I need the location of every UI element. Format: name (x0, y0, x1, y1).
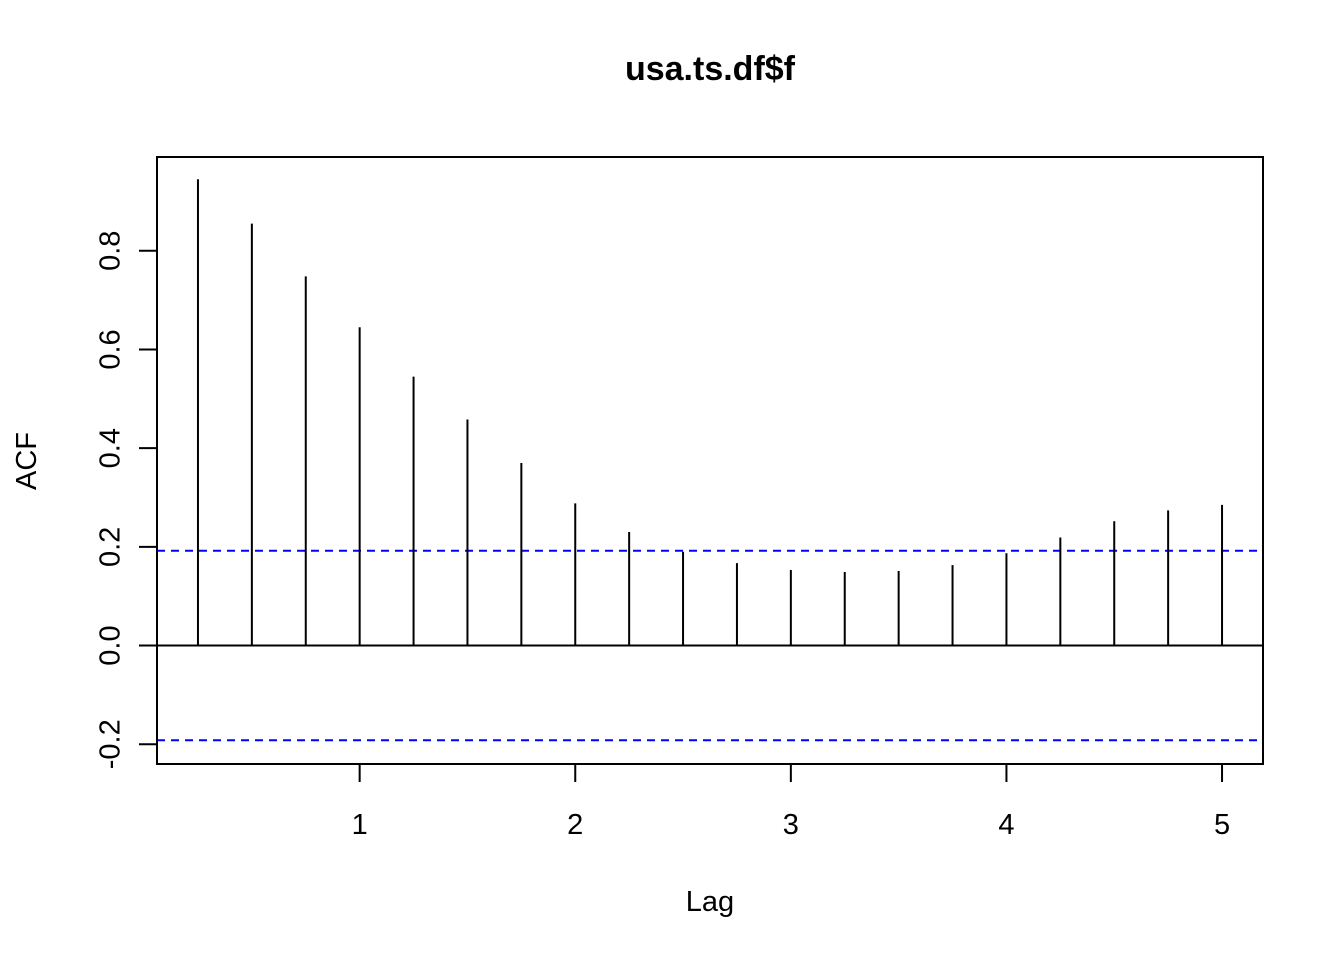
x-axis: 1 2 3 4 5 (352, 764, 1231, 841)
x-tick-label: 5 (1214, 809, 1230, 841)
y-axis: -0.2 0.0 0.2 0.4 0.6 0.8 (95, 231, 157, 770)
y-tick-label: 0.8 (95, 231, 127, 271)
x-tick-label: 1 (352, 809, 368, 841)
y-tick-label: 0.2 (95, 527, 127, 567)
y-tick-label: 0.6 (95, 329, 127, 369)
y-tick-label: 0.0 (95, 625, 127, 665)
x-tick-label: 4 (998, 809, 1014, 841)
x-tick-label: 3 (783, 809, 799, 841)
acf-bars (198, 179, 1222, 645)
y-axis-label: ACF (11, 432, 43, 490)
x-tick-label: 2 (567, 809, 583, 841)
y-tick-label: 0.4 (95, 428, 127, 468)
x-axis-label: Lag (686, 886, 734, 918)
plot-frame (157, 157, 1263, 764)
y-tick-label: -0.2 (95, 719, 127, 769)
chart-title: usa.ts.df$f (625, 50, 796, 88)
